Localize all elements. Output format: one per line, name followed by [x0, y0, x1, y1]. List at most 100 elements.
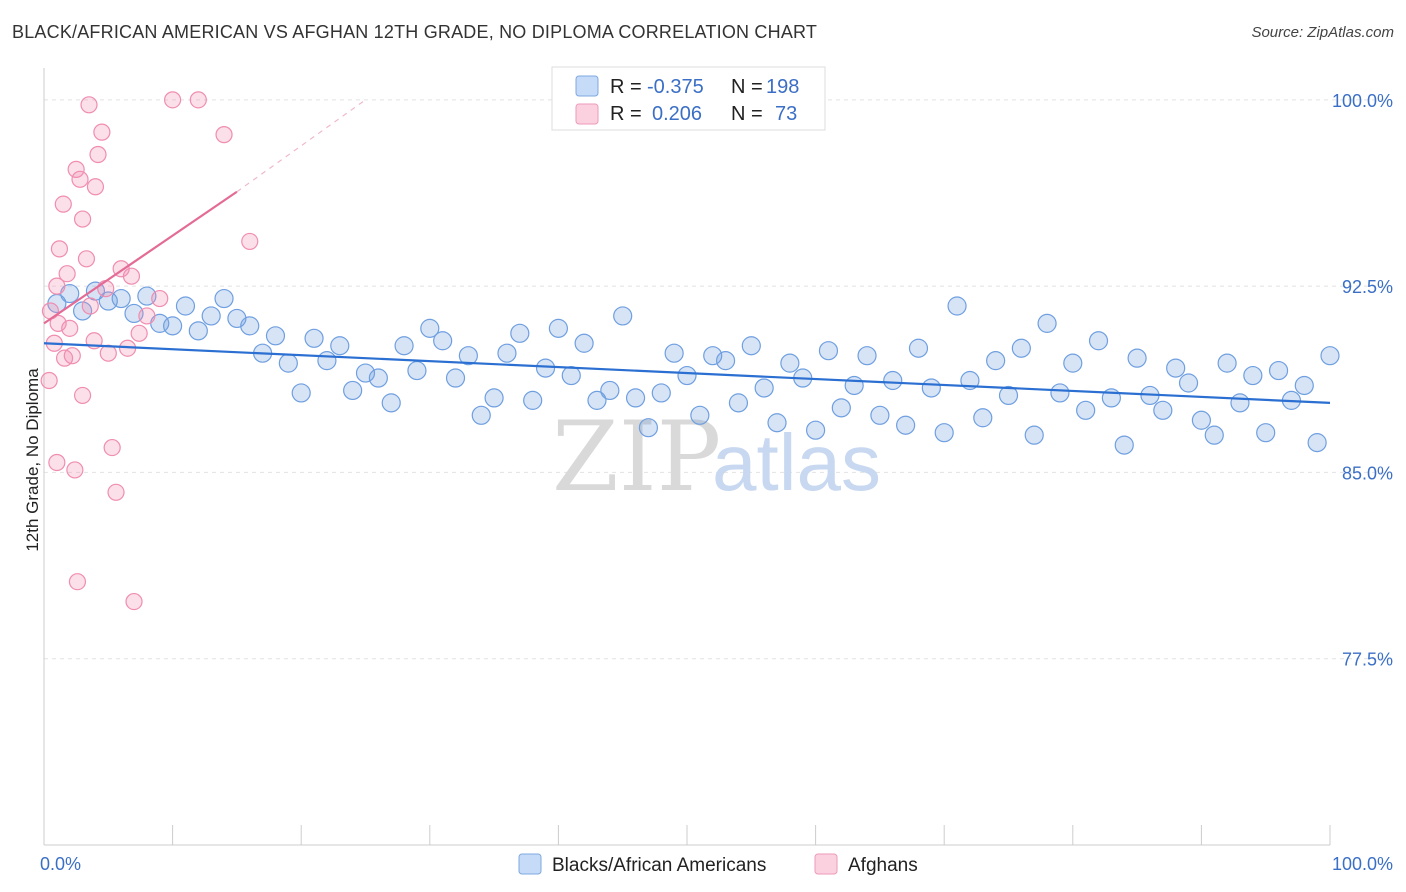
- point-blacks-52: [715, 351, 736, 371]
- trend-line-afghans: [43, 190, 238, 325]
- point-blacks-86: [1153, 400, 1173, 420]
- y-axis-label: 12th Grade, No Diploma: [23, 368, 42, 552]
- point-blacks-64: [870, 405, 890, 425]
- point-blacks-20: [304, 328, 324, 348]
- point-blacks-15: [240, 316, 260, 336]
- point-blacks-9: [163, 316, 183, 336]
- point-blacks-72: [973, 408, 993, 428]
- bottom-legend-label-afghans: Afghans: [848, 855, 918, 876]
- point-afghans-18: [103, 438, 121, 457]
- point-blacks-90: [1204, 425, 1224, 445]
- point-blacks-84: [1127, 348, 1147, 368]
- point-blacks-44: [613, 306, 633, 326]
- legend-r-label-2: R =: [610, 103, 642, 125]
- point-blacks-5: [111, 288, 131, 309]
- point-blacks-53: [728, 393, 749, 413]
- point-blacks-83: [1114, 435, 1134, 455]
- point-blacks-70: [947, 296, 967, 316]
- point-blacks-10: [175, 296, 196, 316]
- point-afghans-27: [241, 232, 259, 251]
- point-afghans-10: [73, 210, 92, 228]
- point-blacks-57: [780, 353, 800, 373]
- legend-swatch-pink: [575, 103, 599, 125]
- point-blacks-66: [896, 415, 916, 435]
- point-blacks-35: [497, 343, 517, 363]
- point-blacks-33: [471, 405, 491, 425]
- point-blacks-31: [445, 368, 466, 388]
- point-blacks-21: [317, 351, 337, 371]
- point-afghans-2: [48, 277, 66, 295]
- point-blacks-36: [510, 323, 530, 343]
- point-blacks-91: [1217, 353, 1237, 373]
- point-blacks-99: [1320, 346, 1340, 366]
- point-blacks-34: [484, 388, 504, 408]
- correlation-legend: R = -0.375 N = 198 R = 0.206 N = 73: [551, 66, 826, 131]
- point-blacks-98: [1307, 433, 1327, 453]
- point-blacks-30: [433, 331, 453, 351]
- point-blacks-11: [188, 321, 208, 341]
- point-blacks-17: [265, 326, 286, 346]
- point-afghans-33: [40, 371, 58, 390]
- point-blacks-69: [934, 423, 954, 443]
- x-tick-labels: 0.0% 100.0%: [40, 854, 1393, 874]
- grid-lines: [44, 99, 1390, 660]
- point-afghans-37: [130, 324, 148, 342]
- point-blacks-27: [394, 336, 414, 356]
- point-afghans-12: [81, 297, 99, 315]
- point-blacks-73: [986, 351, 1006, 371]
- point-afghans-4: [54, 195, 72, 213]
- point-afghans-11: [77, 250, 96, 268]
- point-blacks-94: [1256, 423, 1276, 443]
- y-tick-label-2: 92.5%: [1342, 277, 1393, 297]
- point-blacks-65: [883, 370, 903, 391]
- point-blacks-32: [458, 346, 478, 366]
- point-blacks-61: [831, 398, 851, 418]
- point-blacks-39: [548, 318, 569, 338]
- chart-source: Source: ZipAtlas.com: [1251, 24, 1394, 41]
- point-blacks-23: [343, 380, 363, 401]
- point-blacks-49: [677, 365, 697, 386]
- point-blacks-78: [1050, 383, 1070, 403]
- point-blacks-42: [587, 390, 607, 410]
- point-blacks-54: [741, 336, 761, 356]
- point-afghans-36: [122, 267, 141, 285]
- point-afghans-35: [80, 96, 98, 114]
- point-blacks-18: [278, 353, 298, 373]
- axes: [43, 68, 1331, 846]
- legend-r-value-1: -0.375: [647, 76, 704, 98]
- series-legend: Blacks/African Americans Afghans: [518, 853, 918, 876]
- point-blacks-74: [998, 385, 1019, 406]
- point-afghans-23: [138, 307, 156, 325]
- point-afghans-39: [49, 314, 67, 332]
- y-tick-label-3: 100.0%: [1332, 91, 1393, 111]
- point-blacks-81: [1088, 331, 1109, 351]
- point-blacks-80: [1076, 400, 1096, 420]
- point-afghans-3: [50, 240, 69, 258]
- legend-n-label-1: N =: [731, 76, 763, 98]
- point-afghans-14: [89, 145, 107, 164]
- trend-line-blacks: [43, 342, 1331, 404]
- point-blacks-56: [767, 413, 787, 433]
- point-blacks-76: [1024, 425, 1044, 445]
- point-blacks-62: [844, 375, 864, 396]
- bottom-legend-swatch-pink: [814, 853, 838, 875]
- point-blacks-89: [1191, 410, 1212, 430]
- point-blacks-38: [535, 358, 556, 378]
- x-tick-label-0: 0.0%: [40, 854, 81, 874]
- point-blacks-95: [1268, 360, 1289, 381]
- point-blacks-26: [381, 393, 401, 413]
- point-blacks-37: [523, 390, 543, 410]
- series-afghans-points: [40, 91, 259, 611]
- point-blacks-50: [690, 405, 710, 425]
- point-blacks-55: [754, 378, 774, 398]
- legend-n-value-2: 73: [775, 103, 797, 125]
- watermark-zip: ZIP: [552, 401, 721, 513]
- point-blacks-97: [1294, 375, 1314, 396]
- point-afghans-28: [68, 573, 87, 591]
- point-afghans-34: [86, 178, 105, 196]
- point-blacks-13: [214, 288, 234, 309]
- bottom-legend-label-blacks: Blacks/African Americans: [552, 855, 766, 876]
- trend-extension-afghans: [236, 99, 366, 193]
- point-blacks-60: [818, 341, 839, 361]
